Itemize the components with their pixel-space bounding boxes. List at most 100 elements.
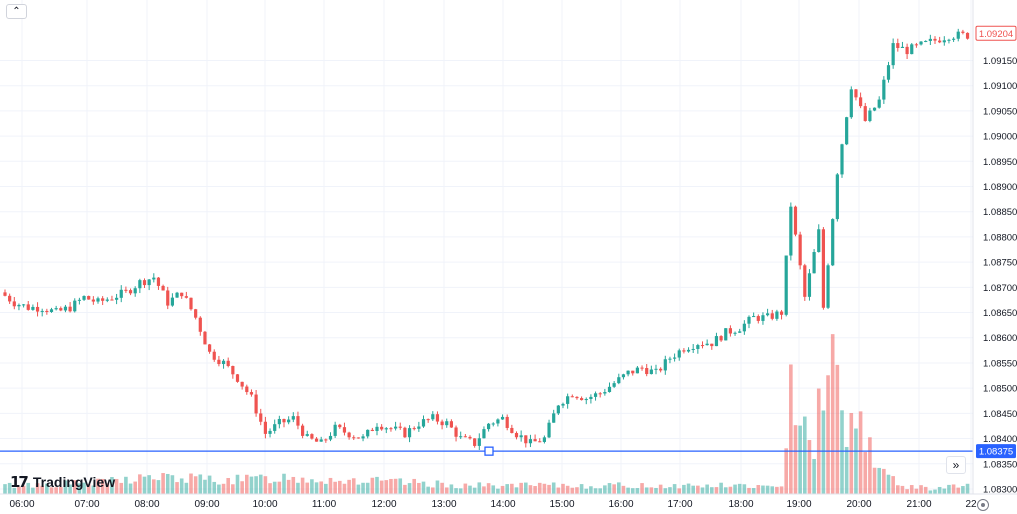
price-tick-label: 1.08950 [983,157,1017,168]
candle [500,414,505,420]
candle-body [301,425,305,436]
time-tick-label: 10:00 [252,499,277,510]
volume-bar [86,483,91,494]
candle [370,427,374,432]
volume-bar [212,481,217,494]
candle [473,438,477,448]
candle-body [22,304,26,306]
candle-body [324,439,328,441]
candle [240,381,244,390]
candle [8,293,12,304]
candle-body [617,377,621,384]
price-badges: 1.09204 1.08375 [975,25,1017,459]
candle [245,384,249,395]
candle [896,38,900,52]
volume-bar [458,488,463,494]
candle-body [156,277,161,286]
candle [924,40,928,43]
tradingview-logo[interactable]: 17 TradingView [10,473,115,491]
candle [524,435,528,448]
volume-bar [389,478,393,494]
candle-body [686,349,691,352]
candle-body [491,423,495,425]
candle [449,419,453,428]
volume-bar [533,486,537,494]
candle-body [677,350,681,358]
candle [686,347,691,353]
price-axis[interactable]: 1.09150 1.09100 1.09050 1.09000 1.08950 1.089… [972,0,1017,495]
scroll-to-realtime-button[interactable]: » [946,456,966,474]
candle [807,269,812,301]
volume-bar [449,484,454,494]
logo-text: TradingView [32,474,116,490]
candle-body [370,429,374,431]
price-tick-label: 1.08900 [983,182,1017,193]
candle [933,36,937,44]
candle-body [654,368,658,370]
price-tick-label: 1.09100 [983,81,1017,92]
volume-bar [370,477,375,494]
volume-bar [742,484,747,494]
candle-body [407,428,412,438]
volume-bar [575,487,579,494]
price-tick-label: 1.08800 [983,232,1017,243]
volume-bar [226,478,230,494]
volume-bar [314,482,319,494]
volume-bar [700,487,705,494]
volume-bar [872,467,877,494]
candle [128,288,133,296]
candle [133,286,137,297]
candle [203,330,207,345]
candle-body [603,392,607,394]
candle-body [12,301,16,307]
candle-body [435,414,440,422]
candle [603,388,607,396]
candle [514,431,519,440]
candle [421,415,426,428]
candle [259,408,263,426]
candle-body [673,357,677,359]
price-tick-label: 1.09050 [983,106,1017,117]
volume-bar [877,467,881,494]
volume-bar [342,483,347,494]
candle [347,431,351,440]
candle-body [119,289,123,298]
volume-bar [528,485,533,494]
volume-bar [77,483,82,494]
volume-bar [593,488,598,494]
candle [231,365,235,379]
volume-bar [468,485,472,494]
candle [900,41,905,49]
candle-body [166,290,170,306]
volume-bar [175,482,179,494]
volume-bar [193,476,198,494]
volume-bar [705,484,709,494]
candle-body [142,280,147,286]
volume-bar [324,483,328,494]
candle-body [87,296,91,300]
candle [905,43,909,60]
candle-body [245,386,249,393]
candle-body [756,316,760,321]
candle [700,341,705,349]
volume-bar [124,476,128,494]
candle-body [593,393,598,397]
candle-body [817,229,821,253]
volume-bar [296,482,300,494]
candle [263,416,267,439]
settings-gear-icon[interactable] [977,499,989,511]
candle [965,32,970,40]
candle [942,36,946,46]
volume-bar [17,486,21,494]
last-price-badge [975,25,1017,41]
candle [886,61,891,83]
collapse-button[interactable]: ⌃ [6,4,27,19]
price-line-handle[interactable] [484,446,494,456]
time-axis[interactable]: 06:00 07:00 08:00 09:00 10:00 11:00 12:00 13:00… [0,493,1017,510]
volume-bar [514,487,519,494]
volume-bar [882,468,886,494]
volume-bar [472,487,477,494]
candle-body [133,288,137,294]
candle-body [273,424,277,431]
